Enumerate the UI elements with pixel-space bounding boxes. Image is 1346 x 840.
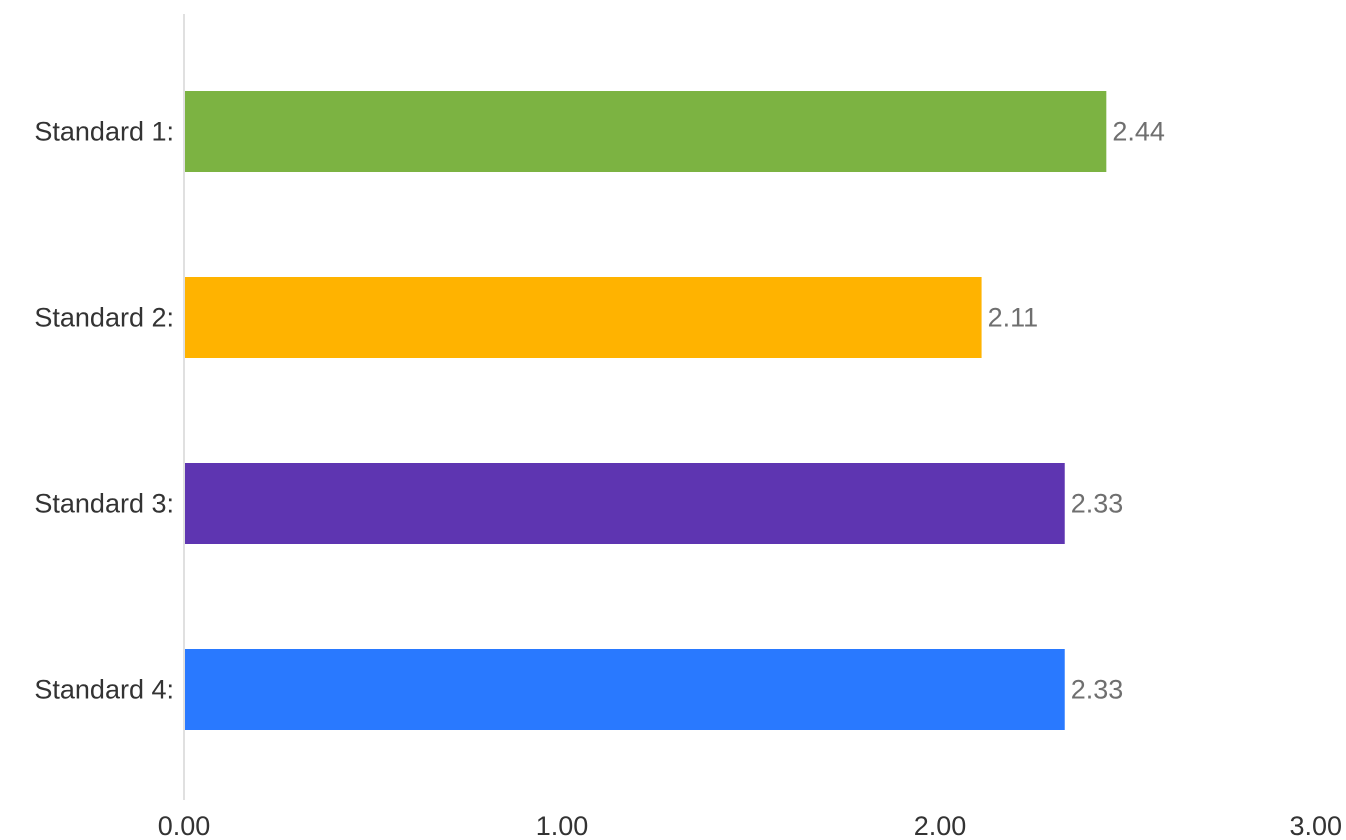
x-tick-label: 3.00 <box>1289 811 1342 840</box>
category-label: Standard 3: <box>34 489 174 519</box>
x-axis-ticks: 0.00 1.00 2.00 3.00 <box>158 811 1342 840</box>
x-tick-label: 2.00 <box>914 811 967 840</box>
bar-standard-4 <box>185 649 1065 730</box>
category-label: Standard 2: <box>34 303 174 333</box>
value-labels: 2.44 2.11 2.33 2.33 <box>988 117 1165 705</box>
value-label: 2.44 <box>1112 117 1165 147</box>
value-label: 2.11 <box>988 303 1039 333</box>
category-label: Standard 4: <box>34 675 174 705</box>
bar-standard-1 <box>185 91 1107 172</box>
category-labels: Standard 1: Standard 2: Standard 3: Standar… <box>34 117 174 705</box>
bar-standard-2 <box>185 277 982 358</box>
bars <box>185 91 1107 730</box>
x-tick-label: 1.00 <box>536 811 589 840</box>
bar-standard-3 <box>185 463 1065 544</box>
x-tick-label: 0.00 <box>158 811 211 840</box>
value-label: 2.33 <box>1071 675 1124 705</box>
category-label: Standard 1: <box>34 117 174 147</box>
value-label: 2.33 <box>1071 489 1124 519</box>
